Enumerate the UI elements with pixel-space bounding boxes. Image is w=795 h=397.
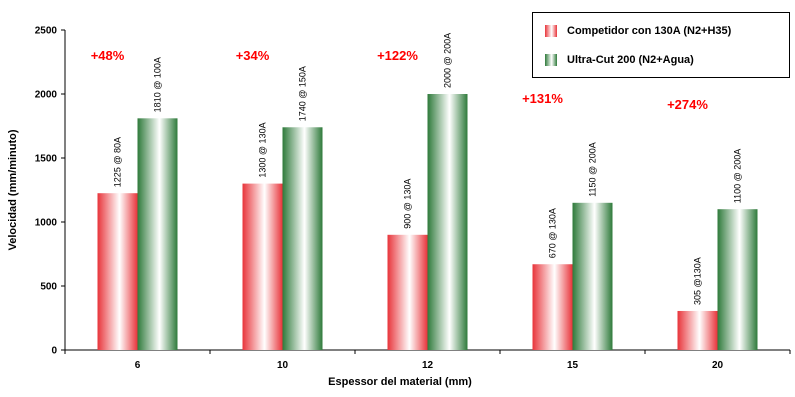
x-tick-label: 6 [135, 360, 141, 371]
y-tick-label: 2000 [35, 90, 58, 101]
bar-value-label: 1810 @ 100A [153, 57, 163, 112]
legend: Competidor con 130A (N2+H35) Ultra-Cut 2… [532, 12, 790, 78]
y-tick-label: 0 [51, 346, 57, 357]
bar-value-label: 1100 @ 200A [733, 149, 743, 204]
bar-value-label: 1300 @ 130A [258, 122, 268, 177]
bar-competidor [677, 310, 718, 350]
bar-value-label: 1150 @ 200A [588, 142, 598, 197]
bar-ultracut [717, 209, 758, 350]
bar-value-label: 2000 @ 200A [443, 33, 453, 88]
legend-label-ultracut: Ultra-Cut 200 (N2+Agua) [567, 54, 694, 66]
legend-item-ultracut: Ultra-Cut 200 (N2+Agua) [545, 54, 694, 66]
legend-label-competidor: Competidor con 130A (N2+H35) [567, 25, 732, 37]
y-tick-label: 500 [40, 282, 57, 293]
legend-swatch-competidor [545, 25, 557, 37]
percent-annotation: +122% [377, 48, 418, 63]
percent-annotation: +48% [91, 48, 125, 63]
bar-value-label: 1225 @ 80A [113, 137, 123, 187]
bar-ultracut [137, 118, 178, 350]
bar-competidor [532, 264, 573, 350]
bar-ultracut [282, 127, 323, 350]
y-tick-label: 1500 [35, 154, 58, 165]
legend-item-competidor: Competidor con 130A (N2+H35) [545, 25, 731, 37]
bar-competidor [387, 234, 428, 350]
bar-competidor [242, 183, 283, 350]
x-tick-label: 15 [567, 360, 579, 371]
bar-ultracut [572, 202, 613, 350]
x-tick-label: 20 [712, 360, 724, 371]
percent-annotation: +34% [236, 48, 270, 63]
bar-value-label: 670 @ 130A [548, 208, 558, 258]
percent-annotation: +131% [522, 91, 563, 106]
y-tick-label: 2500 [35, 26, 58, 37]
bar-value-label: 305 @130A [693, 257, 703, 305]
legend-swatch-ultracut [545, 54, 557, 66]
bar-ultracut [427, 94, 468, 350]
y-axis-title: Velocidad (mm/minuto) [7, 129, 19, 250]
bar-value-label: 1740 @ 150A [298, 66, 308, 121]
x-axis-title: Espessor del material (mm) [328, 376, 472, 388]
x-tick-label: 10 [277, 360, 289, 371]
bar-value-label: 900 @ 130A [403, 179, 413, 229]
percent-annotation: +274% [667, 97, 708, 112]
bar-competidor [97, 193, 138, 350]
x-tick-label: 12 [422, 360, 434, 371]
y-tick-label: 1000 [35, 218, 58, 229]
